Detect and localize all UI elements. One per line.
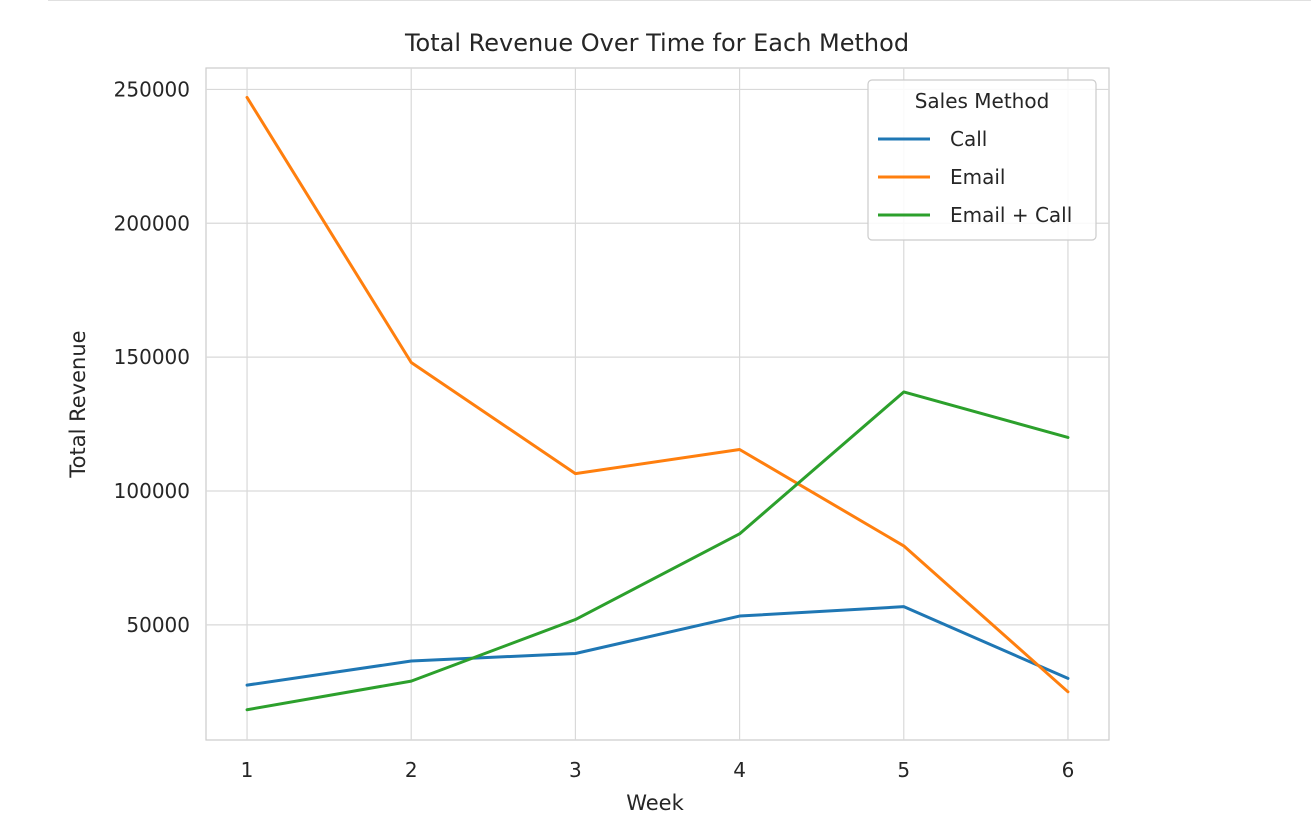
data-point-email-call-week-1 <box>246 708 249 711</box>
data-point-call-week-2 <box>410 660 413 663</box>
y-tick-label-100000: 100000 <box>114 479 190 503</box>
data-point-call-week-1 <box>246 684 249 687</box>
series-lines <box>245 95 1070 712</box>
data-point-call-week-3 <box>574 652 577 655</box>
y-tick-label-250000: 250000 <box>114 77 190 101</box>
y-tick-label-150000: 150000 <box>114 345 190 369</box>
data-point-call-week-4 <box>738 615 741 618</box>
data-point-email-call-week-4 <box>738 532 741 535</box>
data-point-email-call-week-6 <box>1066 436 1069 439</box>
x-tick-label-5: 5 <box>897 758 910 782</box>
grid <box>206 68 1109 740</box>
chart-title: Total Revenue Over Time for Each Method <box>404 29 909 57</box>
data-point-email-call-week-5 <box>902 390 905 393</box>
x-tick-label-3: 3 <box>569 758 582 782</box>
series-line-email-call <box>245 390 1070 712</box>
data-point-call-week-5 <box>902 605 905 608</box>
legend-label-email-call: Email + Call <box>950 203 1072 227</box>
x-tick-label-6: 6 <box>1062 758 1075 782</box>
x-tick-label-2: 2 <box>405 758 418 782</box>
legend-box <box>867 79 1097 241</box>
series-line-email <box>245 95 1070 694</box>
data-point-email-week-6 <box>1066 690 1069 693</box>
data-point-email-week-1 <box>246 96 249 99</box>
y-tick-label-200000: 200000 <box>114 211 190 235</box>
top-divider <box>48 0 1311 1</box>
x-tick-label-4: 4 <box>733 758 746 782</box>
data-point-call-week-6 <box>1066 677 1069 680</box>
series-line-call <box>245 605 1070 687</box>
data-point-email-week-4 <box>738 448 741 451</box>
legend-label-email: Email <box>950 165 1006 189</box>
x-tick-label-1: 1 <box>241 758 254 782</box>
legend-title: Sales Method <box>915 89 1050 113</box>
legend-label-call: Call <box>950 127 987 151</box>
y-axis-label: Total Revenue <box>66 330 90 478</box>
y-tick-label-50000: 50000 <box>126 613 190 637</box>
x-axis-label: Week <box>626 791 684 815</box>
legend: Sales Method Call Email Email + Call <box>867 79 1097 241</box>
data-point-email-call-week-2 <box>410 680 413 683</box>
data-point-email-call-week-3 <box>574 618 577 621</box>
data-point-email-week-2 <box>410 361 413 364</box>
data-point-email-week-3 <box>574 472 577 475</box>
tick-labels: 1 2 3 4 5 6 50000 100000 150000 200000 250000 <box>114 77 1075 782</box>
data-point-email-week-5 <box>902 544 905 547</box>
